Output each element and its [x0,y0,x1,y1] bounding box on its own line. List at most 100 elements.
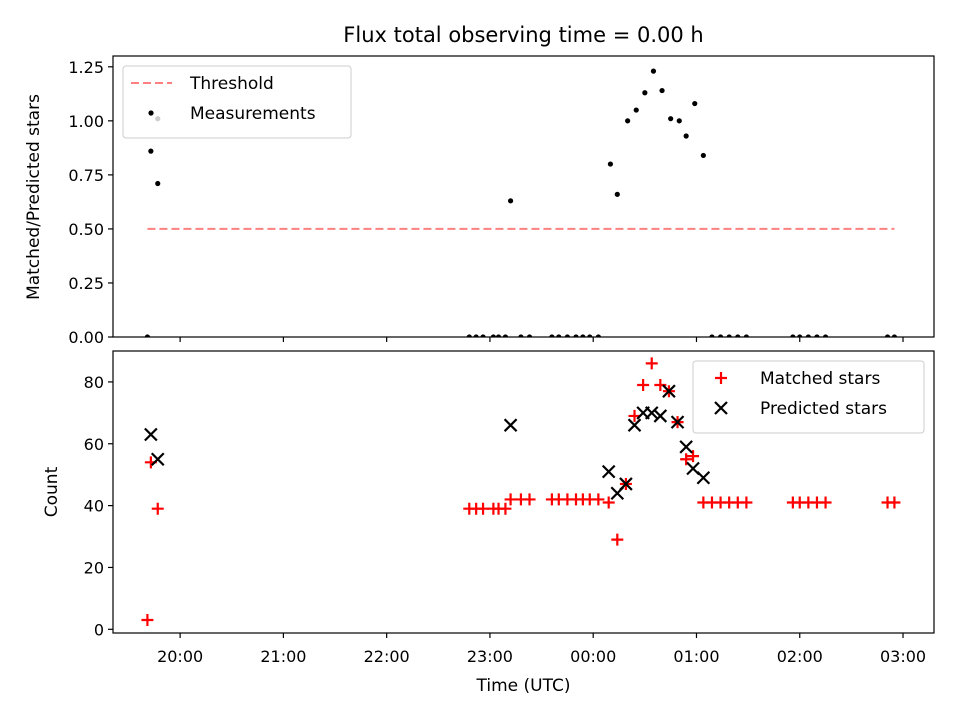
data-point [573,334,579,337]
data-point [601,464,616,479]
x-tick-label: 00:00 [570,647,616,666]
top-legend: Threshold Measurements [122,65,352,139]
data-point [645,357,658,370]
top-y-tick-label: 0.50 [68,220,104,239]
top-y-tick-label: 0.00 [68,328,104,347]
data-point [717,334,724,337]
x-tick-label: 23:00 [467,647,513,666]
data-point [650,68,657,74]
data-point [676,118,682,124]
data-point [595,334,601,337]
data-point [518,334,524,337]
x-tick-label: 03:00 [880,647,926,666]
data-point [151,502,164,515]
data-point [653,409,668,423]
data-point [680,453,693,466]
data-point [805,334,811,337]
data-point [480,334,486,337]
data-point [503,418,518,432]
data-point [888,496,901,509]
data-point [740,496,753,509]
data-point [580,334,586,337]
data-point [735,334,741,337]
data-point [814,334,820,337]
x-tick-label: 02:00 [777,647,823,666]
bottom-y-tick-label: 20 [84,558,104,577]
x-axis-label: Time (UTC) [476,676,571,696]
data-point [602,496,615,509]
data-point [141,614,154,627]
legend-label: Predicted stars [760,399,887,419]
data-point [150,452,165,467]
data-point [696,470,711,485]
x-tick-label: 21:00 [260,647,306,666]
top-y-tick-label: 1.25 [68,58,104,77]
data-point [659,87,665,94]
top-axes-frame [112,55,935,338]
x-tick-label: 01:00 [673,647,719,666]
data-point [884,334,891,337]
data-point [654,379,667,392]
data-point [526,334,533,337]
data-point [619,477,633,491]
data-point [466,334,472,337]
top-y-tick-label: 1.00 [68,112,104,131]
top-y-axis-label: Matched/Predicted stars [24,94,44,300]
legend-label: Matched stars [760,369,880,389]
bottom-series-predicted-stars [144,384,711,501]
data-point [614,191,620,197]
data-point [726,334,732,337]
data-point [637,379,650,392]
legend-label: Threshold [189,74,274,94]
data-point [502,334,509,337]
data-point [687,450,700,463]
data-point [564,334,570,337]
data-point [523,493,536,506]
legend-swatch [714,401,728,415]
data-point [473,334,479,337]
top-panel: 0.00 0.25 0.50 0.75 1.00 1.25 Threshold Measure… [68,55,935,347]
data-point [644,406,659,420]
x-tick-label: 20:00 [157,647,203,666]
bottom-plot-area [141,357,901,627]
data-point [148,148,154,154]
data-point [477,502,490,515]
figure-title: Flux total observing time = 0.00 h [343,23,703,47]
legend-swatch [715,372,727,384]
legend-swatch [148,110,154,116]
bottom-legend: Matched stars Predicted stars [692,360,925,434]
data-point [549,334,555,337]
bottom-y-axis-label: Count [42,466,62,517]
data-point [662,384,676,398]
data-point [556,334,562,337]
data-point [891,334,898,337]
bottom-y-tick-label: 60 [84,435,104,454]
data-point [499,502,512,515]
bottom-y-tick-label: 40 [84,497,104,516]
data-point [700,152,706,159]
data-point [642,90,648,96]
data-point [709,334,715,337]
legend-box [692,360,925,434]
data-point [592,493,605,506]
data-point [633,107,639,113]
data-point [797,334,803,337]
data-point [822,334,829,337]
data-point [611,533,624,546]
data-point [144,334,151,337]
top-y-tick-label: 0.25 [68,274,104,293]
data-point [743,334,749,337]
x-tick-label: 22:00 [364,647,410,666]
bottom-y-tick-label: 0 [94,620,104,639]
data-point [507,198,514,204]
top-plot-area [144,68,898,337]
data-point [692,100,698,107]
data-point [790,334,796,337]
bottom-y-tick-label: 80 [84,373,104,392]
top-y-tick-label: 0.75 [68,166,104,185]
bottom-axes-frame [112,350,935,634]
data-point [627,418,642,432]
data-point [495,334,502,337]
data-point [144,427,158,442]
data-point [587,334,593,337]
